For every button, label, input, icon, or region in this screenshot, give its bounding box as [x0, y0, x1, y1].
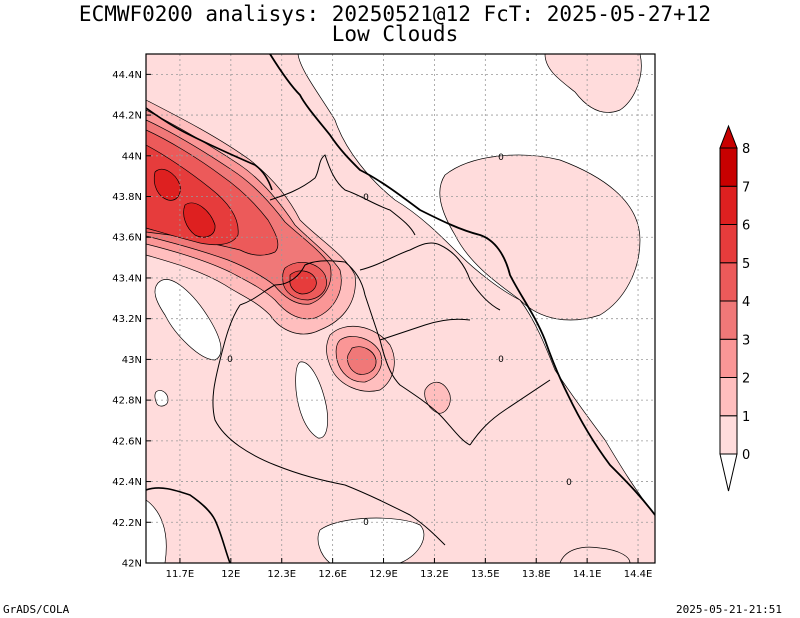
- contour-label: 0: [363, 193, 369, 203]
- lat-tick-label: 42N: [122, 559, 142, 570]
- colorbar-label: 5: [742, 257, 750, 272]
- footer-credit: GrADS/COLA: [3, 603, 70, 616]
- cloud-level-1-blob-ne: [439, 154, 641, 321]
- region-boundary-6: [379, 318, 471, 341]
- colorbar-label: 7: [742, 180, 750, 195]
- lat-tick-label: 44N: [122, 151, 142, 162]
- cloud-zero-hole-s: [317, 517, 425, 563]
- contour-label: 0: [227, 355, 233, 365]
- colorbar-swatch: [719, 185, 738, 225]
- region-boundary-3: [359, 242, 501, 311]
- lat-tick-label: 43.8N: [112, 192, 142, 203]
- cloud-level-4-c: [347, 346, 377, 375]
- contour-label: 0: [363, 518, 369, 528]
- cloud-level-1-blob-se: [559, 546, 631, 563]
- lat-tick-label: 43.4N: [112, 273, 142, 284]
- lon-tick-label: 12.6E: [318, 569, 347, 580]
- colorbar-swatch: [719, 147, 738, 187]
- colorbar-swatch: [719, 338, 738, 378]
- map-frame: [145, 53, 656, 564]
- colorbar-label: 8: [742, 142, 750, 157]
- cloud-level-7-nw: [153, 168, 181, 201]
- region-boundary-4: [212, 304, 446, 546]
- colorbar-label: 0: [742, 448, 750, 463]
- footer-timestamp: 2025-05-21-21:51: [676, 603, 782, 616]
- colorbar-swatch: [719, 415, 738, 455]
- lon-tick-label: 13.2E: [420, 569, 449, 580]
- lat-tick-label: 42.4N: [112, 477, 142, 488]
- cloud-zero-hole-tiny: [154, 390, 169, 407]
- cloud-level-7-nw2: [183, 202, 216, 238]
- contour-label: 0: [498, 355, 504, 365]
- lon-tick-label: 14.1E: [573, 569, 602, 580]
- map-subtitle: Low Clouds: [331, 22, 459, 46]
- lon-tick-label: 13.5E: [471, 569, 500, 580]
- colorbar-max-triangle: [719, 124, 738, 149]
- lon-tick-label: 14.4E: [624, 569, 653, 580]
- region-boundary-2: [239, 260, 471, 446]
- lat-tick-label: 42.6N: [112, 436, 142, 447]
- map-title: ECMWF0200 analisys: 20250521@12 FcT: 202…: [78, 2, 712, 26]
- lon-tick-label: 12.9E: [369, 569, 398, 580]
- lat-tick-label: 42.8N: [112, 396, 142, 407]
- region-boundary-1: [269, 154, 416, 236]
- borders: [146, 54, 655, 563]
- lon-tick-label: 12.3E: [267, 569, 296, 580]
- cloud-level-1-blob-top: [544, 54, 642, 113]
- lon-tick-label: 11.7E: [166, 569, 195, 580]
- lon-tick-label: 12E: [221, 569, 240, 580]
- colorbar-swatch: [719, 377, 738, 417]
- colorbar-swatch: [719, 300, 738, 340]
- colorbar: 0 1 2 3 4 5 6 7 8: [719, 124, 750, 492]
- longitude-axis: 11.7E 12E 12.3E 12.6E 12.9E 13.2E 13.5E 13.8E 14…: [166, 558, 653, 580]
- colorbar-label: 1: [742, 410, 750, 425]
- lat-tick-label: 43.2N: [112, 314, 142, 325]
- coastline: [269, 54, 655, 516]
- lon-tick-label: 13.8E: [522, 569, 551, 580]
- lat-tick-label: 43.6N: [112, 233, 142, 244]
- colorbar-swatch: [719, 224, 738, 264]
- lat-tick-label: 42.2N: [112, 518, 142, 529]
- colorbar-label: 2: [742, 372, 750, 387]
- colorbar-min-triangle: [719, 453, 738, 492]
- lat-tick-label: 44.2N: [112, 111, 142, 122]
- colorbar-label: 3: [742, 333, 750, 348]
- lat-tick-label: 44.4N: [112, 70, 142, 81]
- cloud-zero-hole-w: [154, 279, 222, 361]
- coastline-north: [146, 107, 273, 191]
- region-boundary-5: [469, 379, 551, 446]
- contour-label: 0: [566, 478, 572, 488]
- colorbar-label: 6: [742, 219, 750, 234]
- colorbar-label: 4: [742, 295, 750, 310]
- coastline-south: [146, 487, 231, 563]
- cloud-level-6-mid: [289, 270, 317, 295]
- contour-label: 0: [498, 153, 504, 163]
- colorbar-swatch: [719, 262, 738, 302]
- contour-labels: 0 0 0 0 0 0: [227, 153, 572, 528]
- cloud-field: [146, 54, 655, 563]
- latitude-axis: 44.4N 44.2N 44N 43.8N 43.6N 43.4N 43.2N 43N 42.8…: [112, 70, 151, 570]
- lat-tick-label: 43N: [122, 355, 142, 366]
